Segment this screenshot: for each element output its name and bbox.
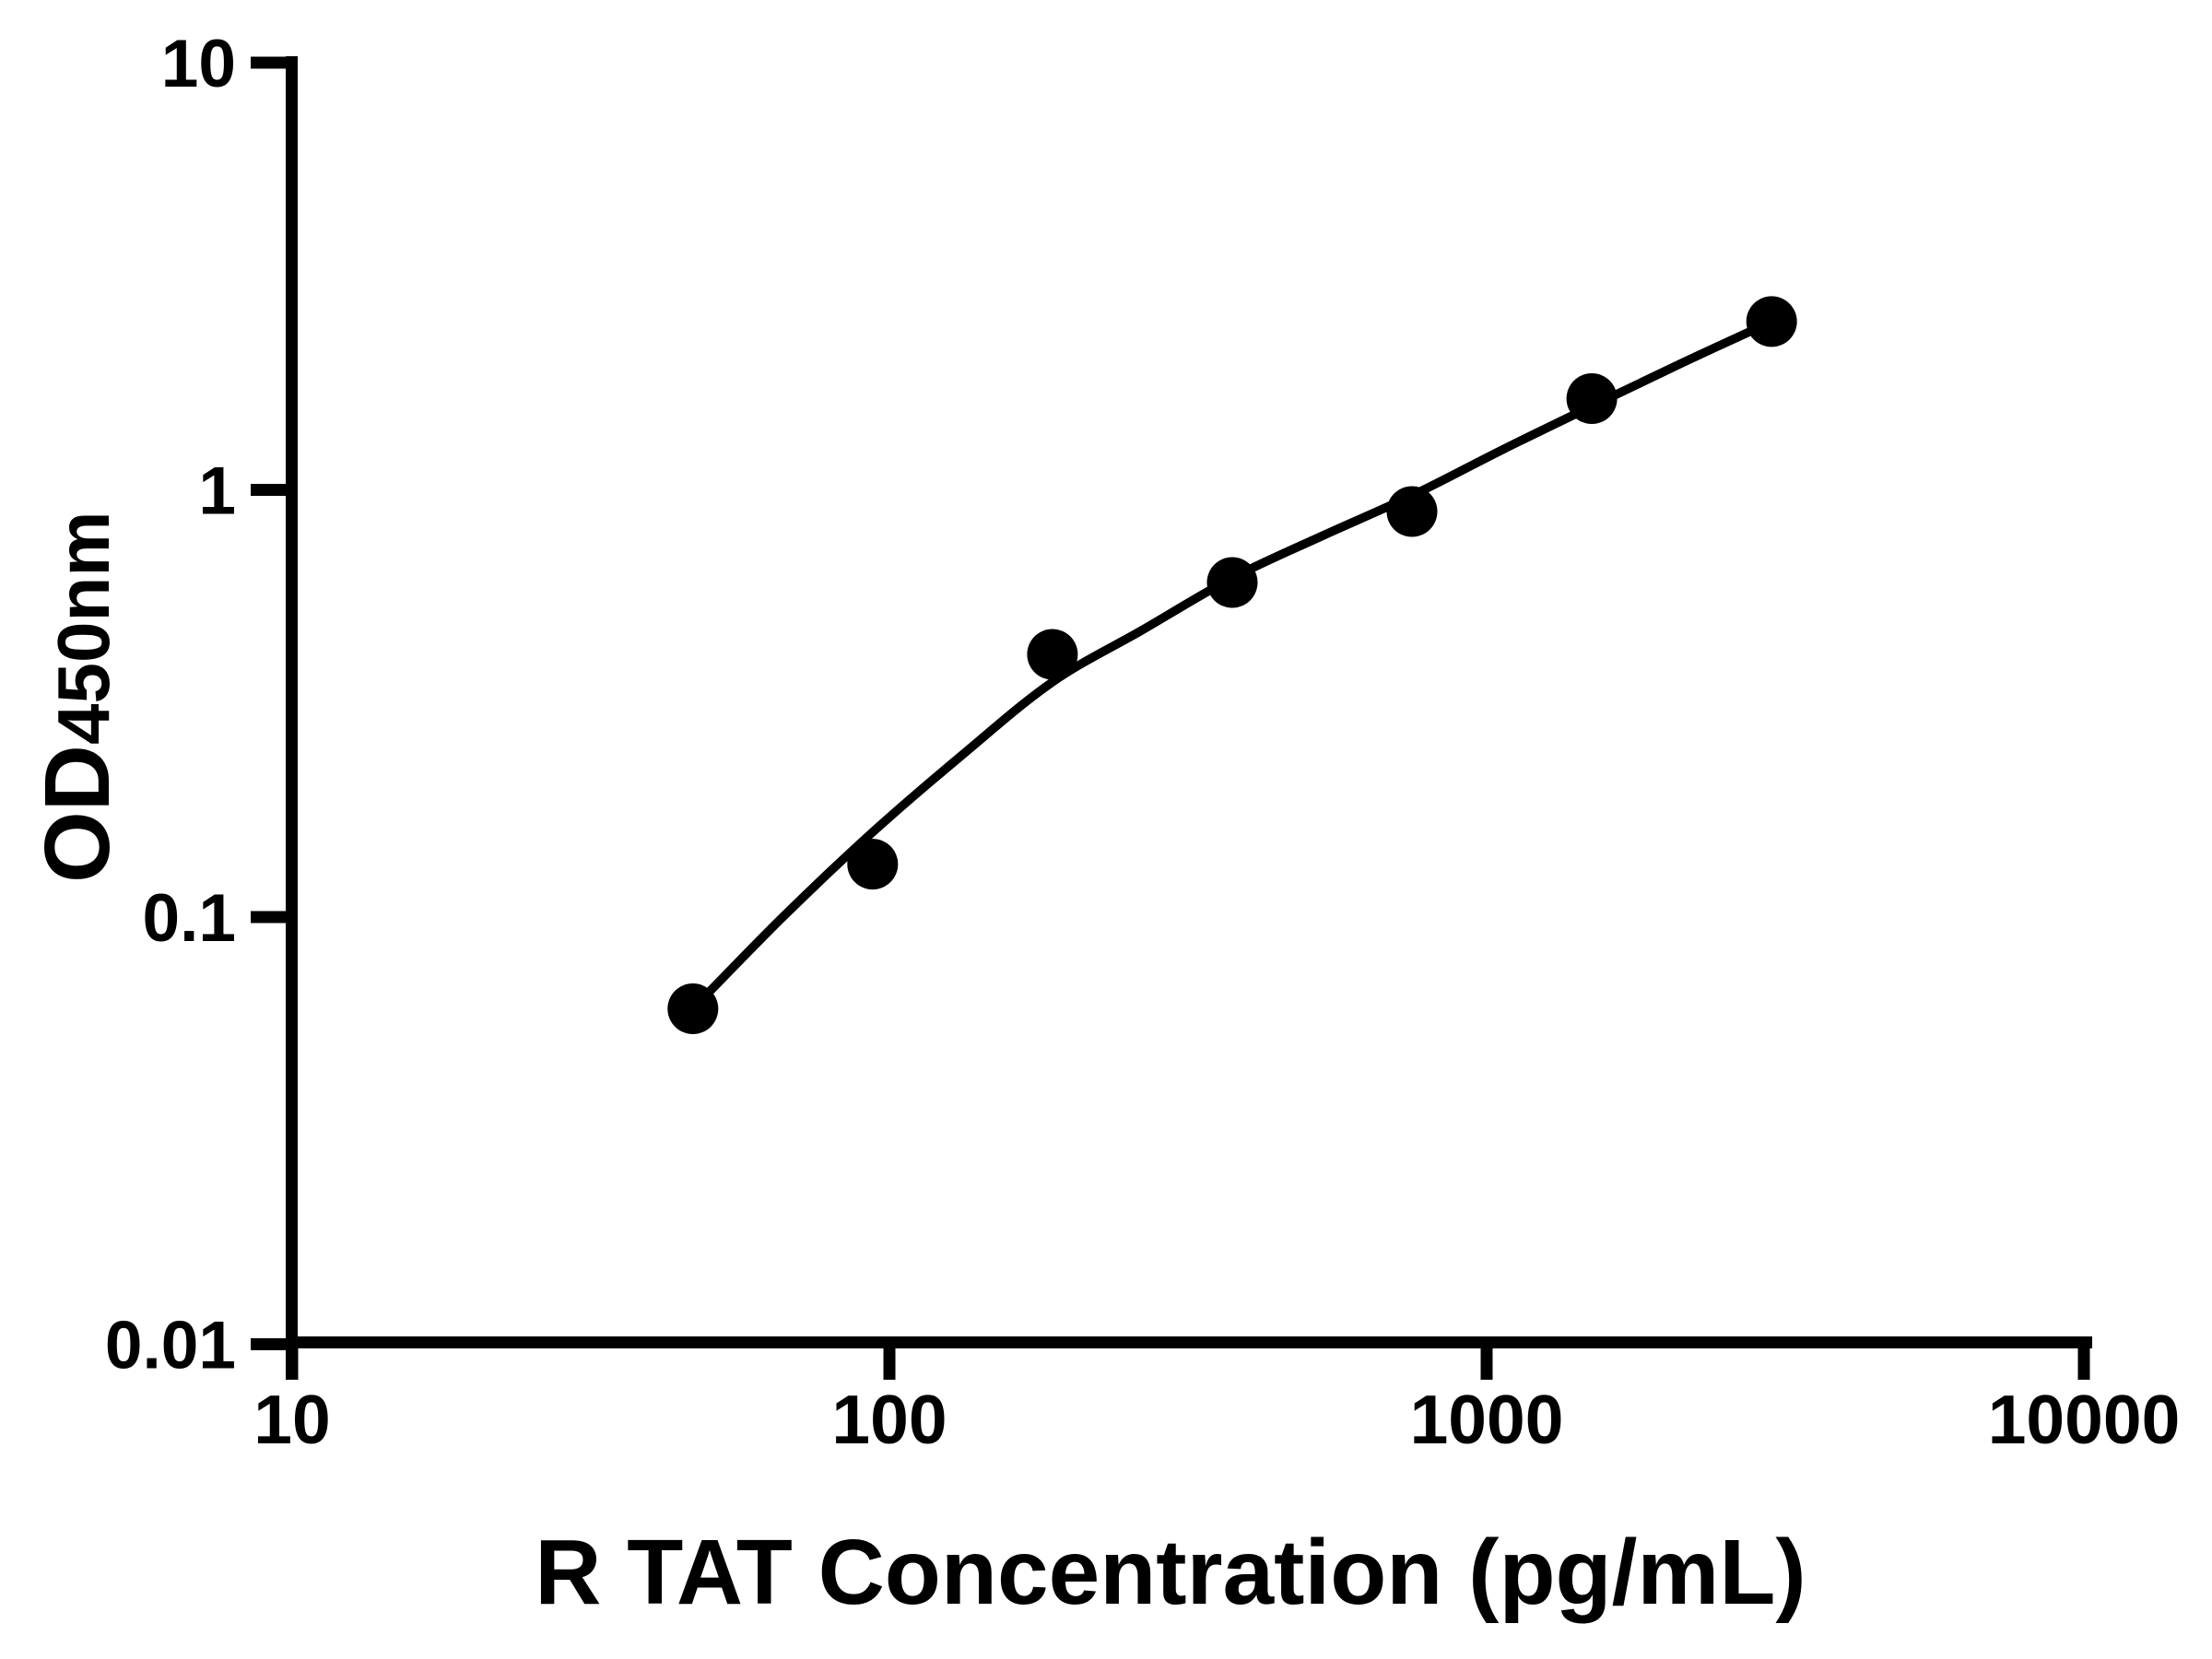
y-tick-label: 0.1 [143,881,236,956]
y-axis-title-subscript: 450nm [42,512,124,745]
data-point [1746,296,1797,347]
data-point [1206,557,1258,608]
y-axis: 10 1 0.1 0.01 [105,27,298,1383]
x-tick-label: 10 [253,1381,330,1458]
data-point [1386,486,1438,537]
fit-curve-path [688,317,1776,1014]
y-axis-title-main: OD [26,745,129,883]
y-tick-label: 0.01 [105,1309,236,1383]
y-tick-label: 1 [198,454,236,529]
data-points [667,296,1797,1034]
y-tick-label: 10 [161,27,236,101]
x-tick-label: 10000 [1988,1381,2181,1458]
y-axis-title: OD450nm [26,512,129,883]
x-tick-label: 1000 [1410,1381,1564,1458]
data-point [1027,629,1078,680]
fit-curve [688,317,1776,1014]
data-point [847,839,899,890]
data-point [1566,373,1618,424]
data-point [667,983,719,1034]
x-axis-title: R TAT Concentration (pg/mL) [535,1521,1806,1624]
x-tick-label: 100 [831,1381,947,1458]
x-axis: 10 100 1000 10000 [253,1336,2181,1458]
